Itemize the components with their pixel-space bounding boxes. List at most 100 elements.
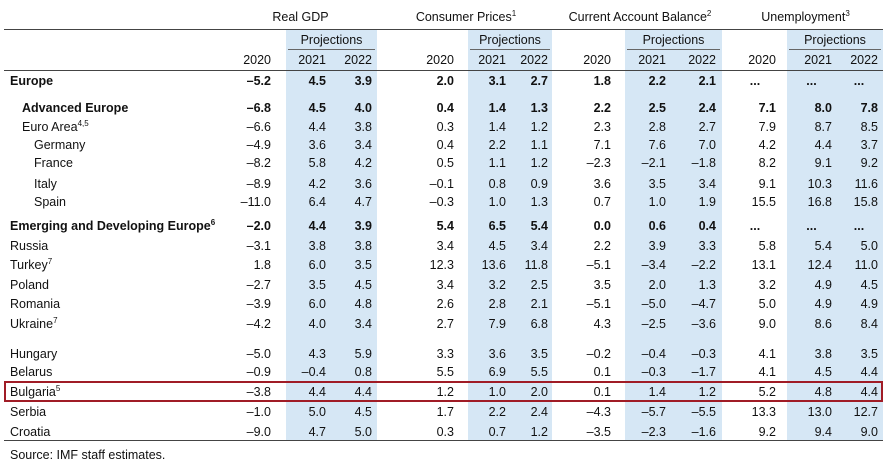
projection-shade-3 <box>625 30 722 440</box>
projections-label-1: Projections <box>300 33 363 47</box>
table-cell: 0.0 <box>593 219 611 233</box>
table-cell: 5.9 <box>354 347 372 361</box>
table-cell: 4.2 <box>758 138 776 152</box>
group-header-4: Unemployment3 <box>728 9 883 25</box>
footnote-marker: 3 <box>845 9 850 18</box>
row-label: Bulgaria5 <box>10 384 60 400</box>
row-label: Advanced Europe <box>22 100 128 116</box>
table-cell: 3.1 <box>488 74 506 88</box>
table-cell: 4.4 <box>308 385 326 399</box>
row-name: Euro Area <box>22 120 78 134</box>
table-cell: 1.2 <box>436 385 454 399</box>
projection-shade-1 <box>286 30 377 440</box>
table-cell: 6.5 <box>488 219 506 233</box>
table-cell: –5.1 <box>586 258 611 272</box>
table-cell: –4.7 <box>691 297 716 311</box>
table-cell: 12.3 <box>429 258 454 272</box>
row-name: Romania <box>10 297 61 311</box>
table-cell: 0.4 <box>436 101 454 115</box>
row-name: France <box>34 156 73 170</box>
table-cell: 2.4 <box>530 405 548 419</box>
table-cell: 3.4 <box>436 239 454 253</box>
row-label: Italy <box>34 176 57 192</box>
footnote-marker: 6 <box>210 218 216 227</box>
projections-underline-1 <box>288 49 375 50</box>
row-name: Europe <box>10 74 54 88</box>
row-name: Emerging and Developing Europe <box>10 219 211 233</box>
table-cell: 4.5 <box>488 239 506 253</box>
table-cell: 0.1 <box>593 365 611 379</box>
table-cell: 4.0 <box>308 317 326 331</box>
table-cell: –3.6 <box>691 317 716 331</box>
table-cell: 15.8 <box>853 195 878 209</box>
row-label: Serbia <box>10 404 46 420</box>
table-cell: 4.1 <box>758 365 776 379</box>
table-cell: 0.6 <box>648 219 666 233</box>
table-cell: 9.2 <box>758 425 776 439</box>
table-cell: 4.1 <box>758 347 776 361</box>
table-cell: 4.0 <box>354 101 372 115</box>
projections-underline-2 <box>470 49 550 50</box>
table-cell: 5.0 <box>308 405 326 419</box>
group-underline-1 <box>226 29 375 30</box>
row-label: Poland <box>10 277 49 293</box>
table-cell: 1.1 <box>530 138 548 152</box>
table-cell: 2.1 <box>698 74 716 88</box>
table-cell: –0.9 <box>246 365 271 379</box>
year-header-2022: 2022 <box>520 53 548 67</box>
table-cell: 1.3 <box>530 195 548 209</box>
table-cell: 1.3 <box>698 278 716 292</box>
table-cell: –5.2 <box>246 74 271 88</box>
table-cell: –0.4 <box>641 347 666 361</box>
table-cell: 1.0 <box>488 385 506 399</box>
table-cell: 0.7 <box>593 195 611 209</box>
table-cell: 4.4 <box>308 120 326 134</box>
table-cell: 9.4 <box>814 425 832 439</box>
table-cell: 2.8 <box>488 297 506 311</box>
table-cell: 3.4 <box>530 239 548 253</box>
table-cell: 2.6 <box>436 297 454 311</box>
table-cell: 1.2 <box>698 385 716 399</box>
table-cell: 3.8 <box>814 347 832 361</box>
row-name: Russia <box>10 239 49 253</box>
group-header-1: Real GDP <box>226 9 375 25</box>
table-cell: 0.3 <box>436 425 454 439</box>
group-header-2: Consumer Prices1 <box>380 9 552 25</box>
table-cell: –5.1 <box>586 297 611 311</box>
table-cell: 5.0 <box>860 239 878 253</box>
table-cell: 16.8 <box>807 195 832 209</box>
table-cell: 3.5 <box>530 347 548 361</box>
table-cell: 2.7 <box>436 317 454 331</box>
table-cell: 3.5 <box>308 278 326 292</box>
table-cell: –0.4 <box>301 365 326 379</box>
table-cell: 1.9 <box>698 195 716 209</box>
table-cell: 4.7 <box>354 195 372 209</box>
table-cell: 5.8 <box>308 156 326 170</box>
table-cell: 8.2 <box>758 156 776 170</box>
group-underline-3 <box>558 29 722 30</box>
table-cell: 2.0 <box>648 278 666 292</box>
table-cell: –0.1 <box>429 177 454 191</box>
table-cell: 0.7 <box>488 425 506 439</box>
table-cell: ... <box>749 219 761 233</box>
year-header-2021: 2021 <box>298 53 326 67</box>
table-cell: 1.0 <box>648 195 666 209</box>
row-name: Belarus <box>10 365 53 379</box>
table-cell: 9.1 <box>814 156 832 170</box>
table-cell: 3.7 <box>860 138 878 152</box>
table-cell: 3.5 <box>860 347 878 361</box>
table-cell: –3.1 <box>246 239 271 253</box>
table-cell: 6.0 <box>308 297 326 311</box>
table-cell: 11.6 <box>854 177 878 191</box>
row-label: Emerging and Developing Europe6 <box>10 218 215 234</box>
projections-label-3: Projections <box>642 33 705 47</box>
table-cell: –11.0 <box>240 195 271 209</box>
table-cell: –2.7 <box>246 278 271 292</box>
footnote-marker: 2 <box>706 9 712 18</box>
table-cell: 3.4 <box>436 278 454 292</box>
table-cell: 8.5 <box>860 120 878 134</box>
table-cell: 1.1 <box>488 156 506 170</box>
table-cell: 1.7 <box>436 405 454 419</box>
row-name: Italy <box>34 177 57 191</box>
row-label: Euro Area4,5 <box>22 119 89 135</box>
